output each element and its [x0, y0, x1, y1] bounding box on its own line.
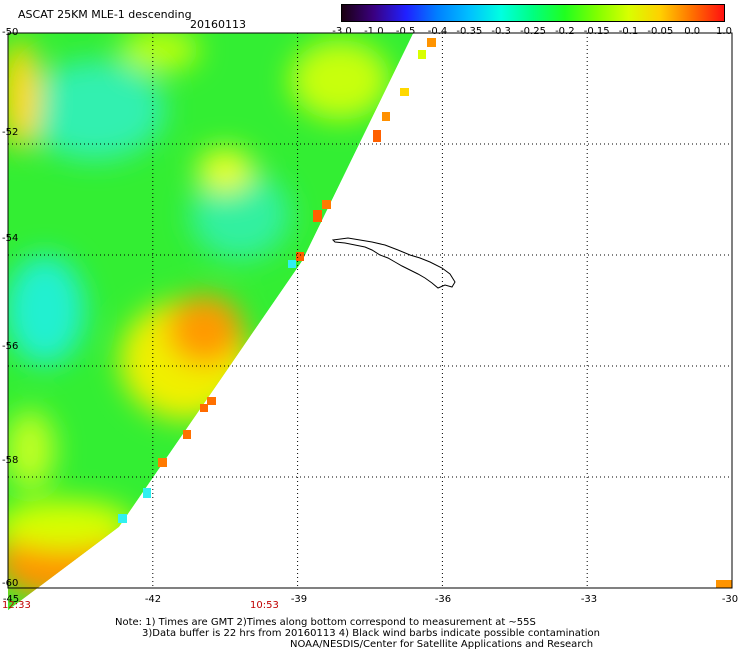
colorbar-tick-label: 0.0 [684, 26, 701, 37]
lon-label: -42 [144, 594, 162, 605]
lat-label: -50 [2, 27, 19, 38]
colorbar-tick-label: -0.25 [520, 26, 546, 37]
product-title: ASCAT 25KM MLE-1 descending [18, 8, 192, 21]
colorbar-tick-label: -0.3 [491, 26, 511, 37]
lon-label: -30 [721, 594, 739, 605]
colorbar-tick-label: -0.2 [555, 26, 575, 37]
colorbar-tick-label: 1.0 [716, 26, 732, 37]
lat-label: -58 [2, 455, 19, 466]
swath-data [8, 33, 414, 616]
south-georgia-coastline [331, 237, 456, 289]
colorbar [341, 4, 725, 22]
colorbar-tick-label: -0.15 [583, 26, 610, 37]
colorbar-tick-label: -0.1 [618, 26, 639, 37]
lat-label: -56 [2, 341, 19, 352]
lat-label: -52 [2, 127, 19, 138]
product-date: 20160113 [190, 18, 246, 31]
lat-label: -60 [2, 578, 19, 589]
lon-label: -39 [290, 594, 308, 605]
time-label-left: 12:33 [2, 600, 31, 611]
note-line-2: 3)Data buffer is 22 hrs from 20160113 4)… [142, 628, 600, 639]
swath-edge-pixels [118, 38, 732, 588]
note-line-3: NOAA/NESDIS/Center for Satellite Applica… [290, 639, 594, 650]
colorbar-tick-label: -3.0 [332, 26, 352, 37]
lon-label: -45 [2, 594, 20, 605]
lat-lon-grid [8, 33, 732, 588]
lon-label: -33 [580, 594, 598, 605]
lon-label: -36 [434, 594, 452, 605]
colorbar-tick-label: -0.5 [395, 26, 416, 37]
plot-frame [7, 32, 733, 589]
colorbar-tick-label: -1.0 [364, 26, 384, 37]
colorbar-tick-label: -0.35 [456, 26, 483, 37]
colorbar-tick-label: -0.05 [647, 26, 674, 37]
colorbar-tick-label: -0.4 [427, 26, 448, 37]
lat-label: -54 [2, 233, 19, 244]
time-label-mid: 10:53 [250, 600, 279, 611]
note-line-1: Note: 1) Times are GMT 2)Times along bot… [115, 617, 536, 628]
